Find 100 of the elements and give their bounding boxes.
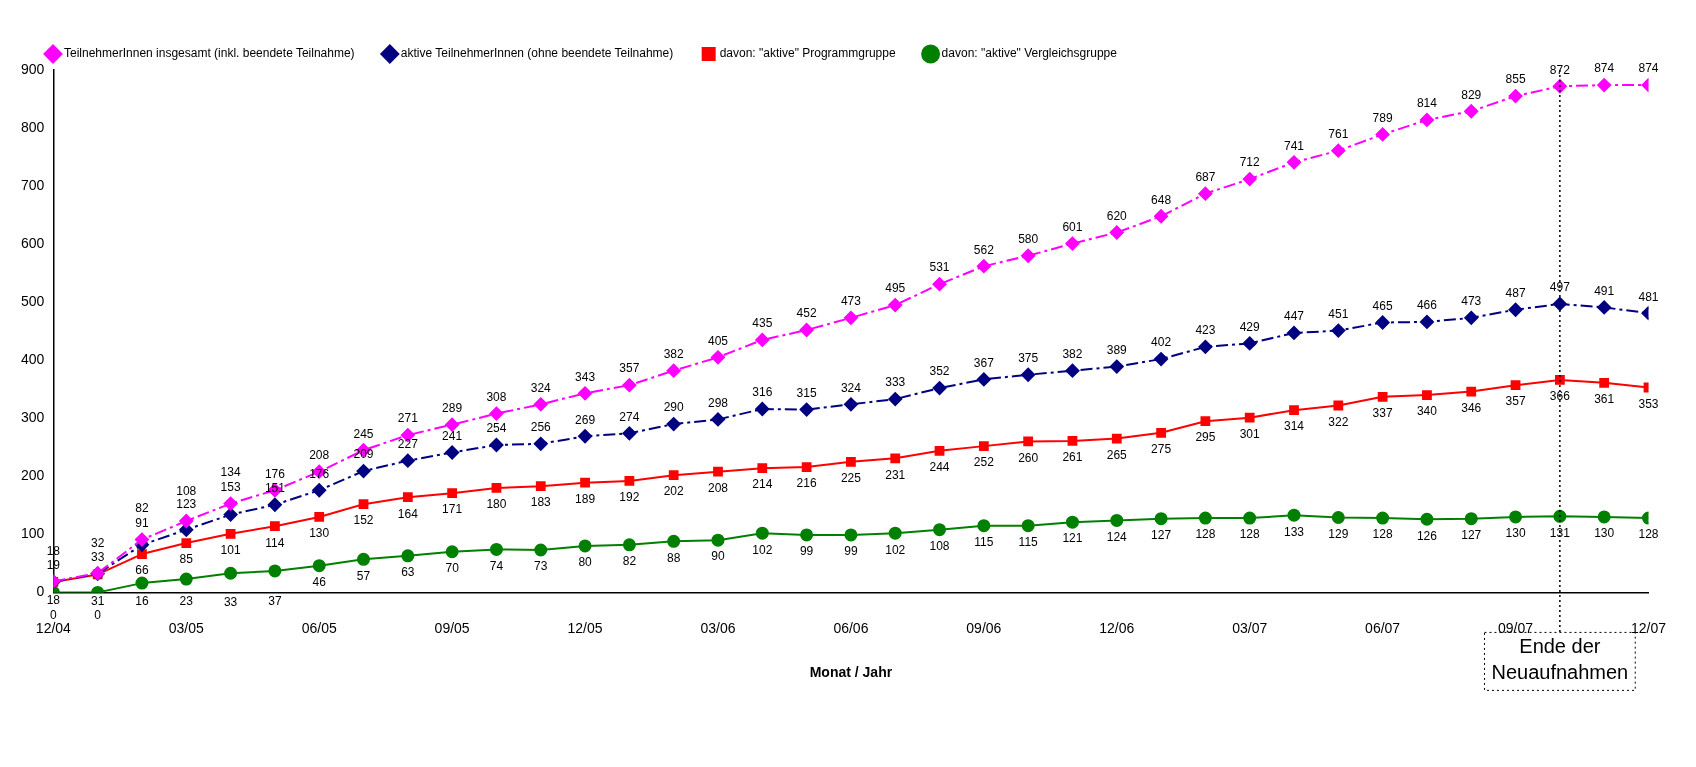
data-label: 33 [90,549,105,564]
data-label: 620 [1106,208,1128,223]
data-label: 180 [486,497,507,512]
data-label: 164 [397,506,419,521]
data-label: 18 [46,593,61,608]
x-tick-label: 06/07 [1365,619,1401,636]
data-label: 829 [1461,87,1482,102]
data-label: 128 [1195,527,1216,542]
data-label: 46 [312,575,327,590]
data-label: 0 [50,607,58,622]
data-label: 244 [929,460,950,475]
data-label: 31 [90,593,105,608]
data-label: 874 [1594,61,1615,76]
x-tick-label: 12/05 [567,619,603,636]
data-label: 375 [1018,351,1039,366]
data-label: 269 [575,412,596,427]
data-label: 129 [1328,526,1349,541]
x-axis-title: Monat / Jahr [809,664,893,681]
data-label: 32 [90,536,105,551]
data-label: 99 [844,544,858,559]
data-label: 366 [1549,389,1571,404]
data-label: 114 [265,535,285,550]
data-label: 275 [1151,442,1172,457]
data-label: 127 [1461,528,1482,542]
data-label: 298 [707,395,729,410]
y-tick-label: 300 [21,409,45,426]
data-label: 562 [973,242,995,257]
x-tick-label: 09/06 [966,619,1002,636]
data-label: 452 [796,306,817,321]
data-label: 314 [1284,419,1305,434]
data-label: 648 [1151,192,1172,207]
data-label: 183 [530,495,552,510]
data-label: 216 [796,476,817,491]
data-label: 189 [575,492,596,507]
data-label: 289 [442,400,463,415]
data-label: 252 [973,455,995,470]
data-label: 382 [1062,346,1083,361]
data-label: 343 [575,369,596,384]
data-label: 497 [1549,280,1571,295]
data-label: 466 [1416,298,1438,313]
data-label: 487 [1505,286,1526,301]
data-label: 346 [1461,400,1482,415]
data-label: 874 [1638,61,1659,76]
data-label: 101 [220,543,241,558]
data-label: 389 [1106,342,1128,357]
data-label: 82 [622,554,637,569]
data-label: 231 [885,467,906,482]
data-label: 405 [707,333,729,348]
legend-label: TeilnehmerInnen insgesamt (inkl. beendete Teilnahme) [64,46,355,61]
data-label: 115 [974,534,994,549]
data-label: 91 [135,515,149,530]
data-label: 447 [1284,309,1305,324]
x-tick-label: 06/06 [833,619,869,636]
data-label: 254 [486,421,507,436]
data-label: 37 [268,594,282,609]
data-label: 214 [752,477,773,492]
data-label: 134 [220,464,241,479]
data-label: 108 [176,484,197,499]
data-label: 208 [309,447,330,462]
data-label: 128 [1372,527,1393,542]
y-tick-label: 900 [21,60,45,77]
data-label: 337 [1372,406,1393,421]
data-label: 495 [885,281,906,296]
y-tick-label: 600 [21,234,45,251]
x-tick-label: 12/07 [1630,619,1667,636]
data-label: 872 [1549,62,1571,77]
data-label: 192 [619,490,640,505]
data-label: 290 [663,400,685,415]
x-tick-label: 06/05 [301,619,337,636]
x-tick-label: 03/05 [168,619,205,636]
data-label: 80 [578,555,593,570]
x-tick-label: 12/06 [1099,619,1135,636]
data-label: 357 [1505,394,1526,409]
data-label: 261 [1062,450,1083,465]
data-label: 301 [1239,427,1261,441]
data-label: 687 [1195,169,1216,184]
data-label: 357 [619,361,640,376]
data-label: 128 [1239,527,1261,542]
data-label: 245 [353,426,374,441]
y-tick-label: 700 [21,176,45,193]
data-label: 90 [711,549,725,564]
y-tick-label: 500 [21,293,45,310]
data-label: 124 [1106,529,1128,544]
data-label: 531 [929,260,950,275]
data-label: 33 [223,594,238,609]
data-label: 814 [1416,96,1438,111]
data-label: 256 [530,420,552,435]
y-tick-label: 400 [21,351,45,368]
data-label: 324 [530,380,552,395]
data-label: 316 [752,385,773,400]
data-label: 435 [752,316,773,331]
data-label: 295 [1195,430,1216,445]
data-label: 102 [885,542,906,557]
data-label: 208 [707,480,729,495]
data-label: 73 [534,559,548,574]
data-label: 202 [663,484,685,499]
data-label: 0 [94,607,102,622]
data-label: 601 [1062,219,1083,234]
data-label: 265 [1106,447,1128,462]
y-tick-label: 0 [36,583,45,600]
